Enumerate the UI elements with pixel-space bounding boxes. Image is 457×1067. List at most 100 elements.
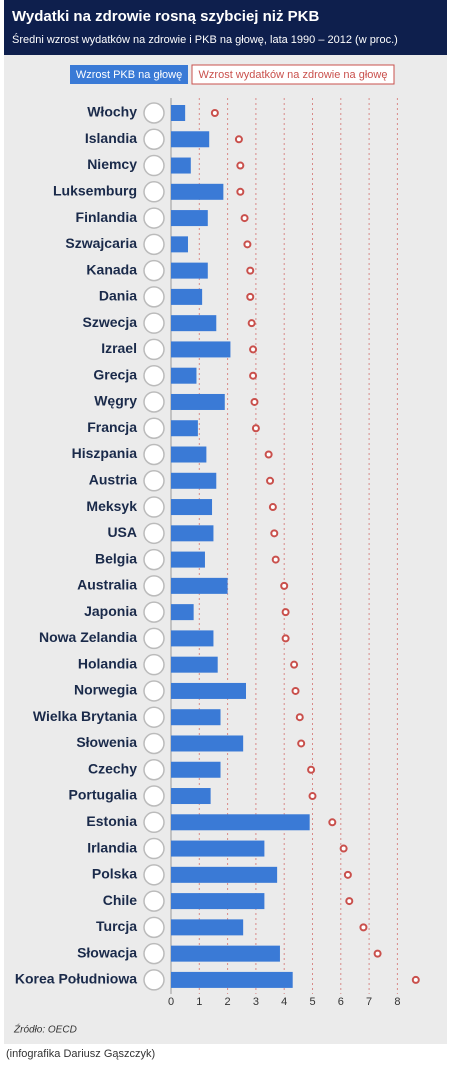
category-label: Dania [99, 288, 137, 304]
category-label: Japonia [84, 603, 137, 619]
category-label: Estonia [86, 813, 137, 829]
dot [280, 581, 289, 590]
flag-icon [143, 102, 165, 124]
bar [171, 866, 278, 883]
flag-icon [143, 128, 165, 151]
flag-icon [143, 548, 165, 571]
dot [234, 135, 243, 144]
category-label: Węgry [94, 393, 137, 409]
bar [171, 761, 221, 778]
bar [171, 472, 217, 489]
flag-icon [143, 286, 165, 308]
bar [171, 157, 191, 174]
x-tick-label: 3 [253, 996, 259, 1008]
x-tick-label: 1 [196, 996, 202, 1008]
dot [290, 660, 299, 669]
dot [271, 555, 280, 564]
bar [171, 131, 210, 148]
category-label: Izrael [101, 340, 137, 356]
category-label: Niemcy [87, 156, 137, 172]
category-label: Irlandia [87, 839, 137, 855]
flag-icon [143, 575, 165, 597]
category-label: Czechy [88, 760, 137, 776]
bar [171, 630, 214, 647]
flag-icon [143, 785, 165, 807]
flag-icon [143, 154, 165, 177]
category-label: Chile [103, 892, 137, 908]
dot [210, 109, 219, 117]
dot [236, 161, 245, 170]
dot [240, 214, 249, 223]
category-label: Szwajcaria [65, 235, 137, 251]
bar [171, 709, 221, 726]
flag-icon [143, 732, 165, 755]
category-label: Australia [77, 577, 137, 593]
bar [171, 262, 208, 279]
dot [307, 765, 316, 774]
bar [171, 183, 224, 200]
flag-icon [143, 522, 165, 545]
dot [270, 529, 279, 538]
header [4, 0, 447, 55]
dot [249, 371, 258, 380]
category-label: Słowacja [77, 944, 137, 960]
flag-icon [143, 417, 165, 439]
bar [171, 604, 194, 621]
x-tick-label: 2 [225, 996, 231, 1008]
bar [171, 341, 231, 358]
flag-icon [143, 653, 165, 676]
dot [236, 187, 245, 196]
credit: (infografika Dariusz Gąszczyk) [6, 1048, 155, 1060]
dot [297, 739, 306, 748]
flag-icon [143, 864, 165, 886]
bar [171, 735, 244, 752]
category-label: Nowa Zelandia [39, 629, 137, 645]
panel [4, 0, 447, 1044]
flag-icon [143, 207, 165, 229]
bar [171, 236, 188, 253]
category-label: Holandia [78, 655, 137, 671]
dot [249, 345, 258, 354]
bar [171, 971, 293, 988]
bar [171, 840, 265, 857]
source: Źródło: OECD [13, 1023, 77, 1036]
dot [328, 818, 337, 827]
flag-icon [143, 470, 165, 492]
x-tick-label: 0 [168, 996, 174, 1008]
category-label: Szwecja [83, 314, 138, 330]
flag-icon [143, 627, 165, 650]
flag-icon [143, 181, 165, 203]
bar [171, 682, 246, 699]
dot [268, 503, 277, 512]
bar [171, 577, 228, 594]
category-label: Korea Południowa [15, 971, 137, 987]
bar [171, 945, 280, 962]
dot [264, 450, 273, 459]
flag-icon [143, 916, 165, 939]
chart-title: Wydatki na zdrowie rosną szybciej niż PK… [12, 8, 319, 25]
dot [359, 923, 368, 932]
chart-subtitle: Średni wzrost wydatków na zdrowie i PKB … [12, 33, 398, 46]
dot [373, 949, 382, 958]
x-tick-label: 8 [394, 996, 400, 1008]
category-label: Austria [89, 471, 137, 487]
bar [171, 210, 208, 227]
category-label: Polska [92, 866, 137, 882]
dot [250, 397, 259, 406]
dot [291, 686, 300, 695]
bar [171, 315, 217, 332]
category-label: Grecja [93, 366, 137, 382]
category-label: Finlandia [76, 209, 138, 225]
flag-icon [143, 233, 165, 256]
dot [243, 240, 252, 249]
flag-icon [143, 312, 165, 334]
flag-icon [143, 837, 165, 860]
bar [171, 919, 244, 936]
legend-swatch [191, 64, 395, 85]
x-tick-label: 7 [366, 996, 372, 1008]
category-label: Meksyk [86, 498, 137, 514]
dot [246, 266, 255, 275]
flag-icon [143, 942, 165, 965]
dot [246, 292, 255, 301]
